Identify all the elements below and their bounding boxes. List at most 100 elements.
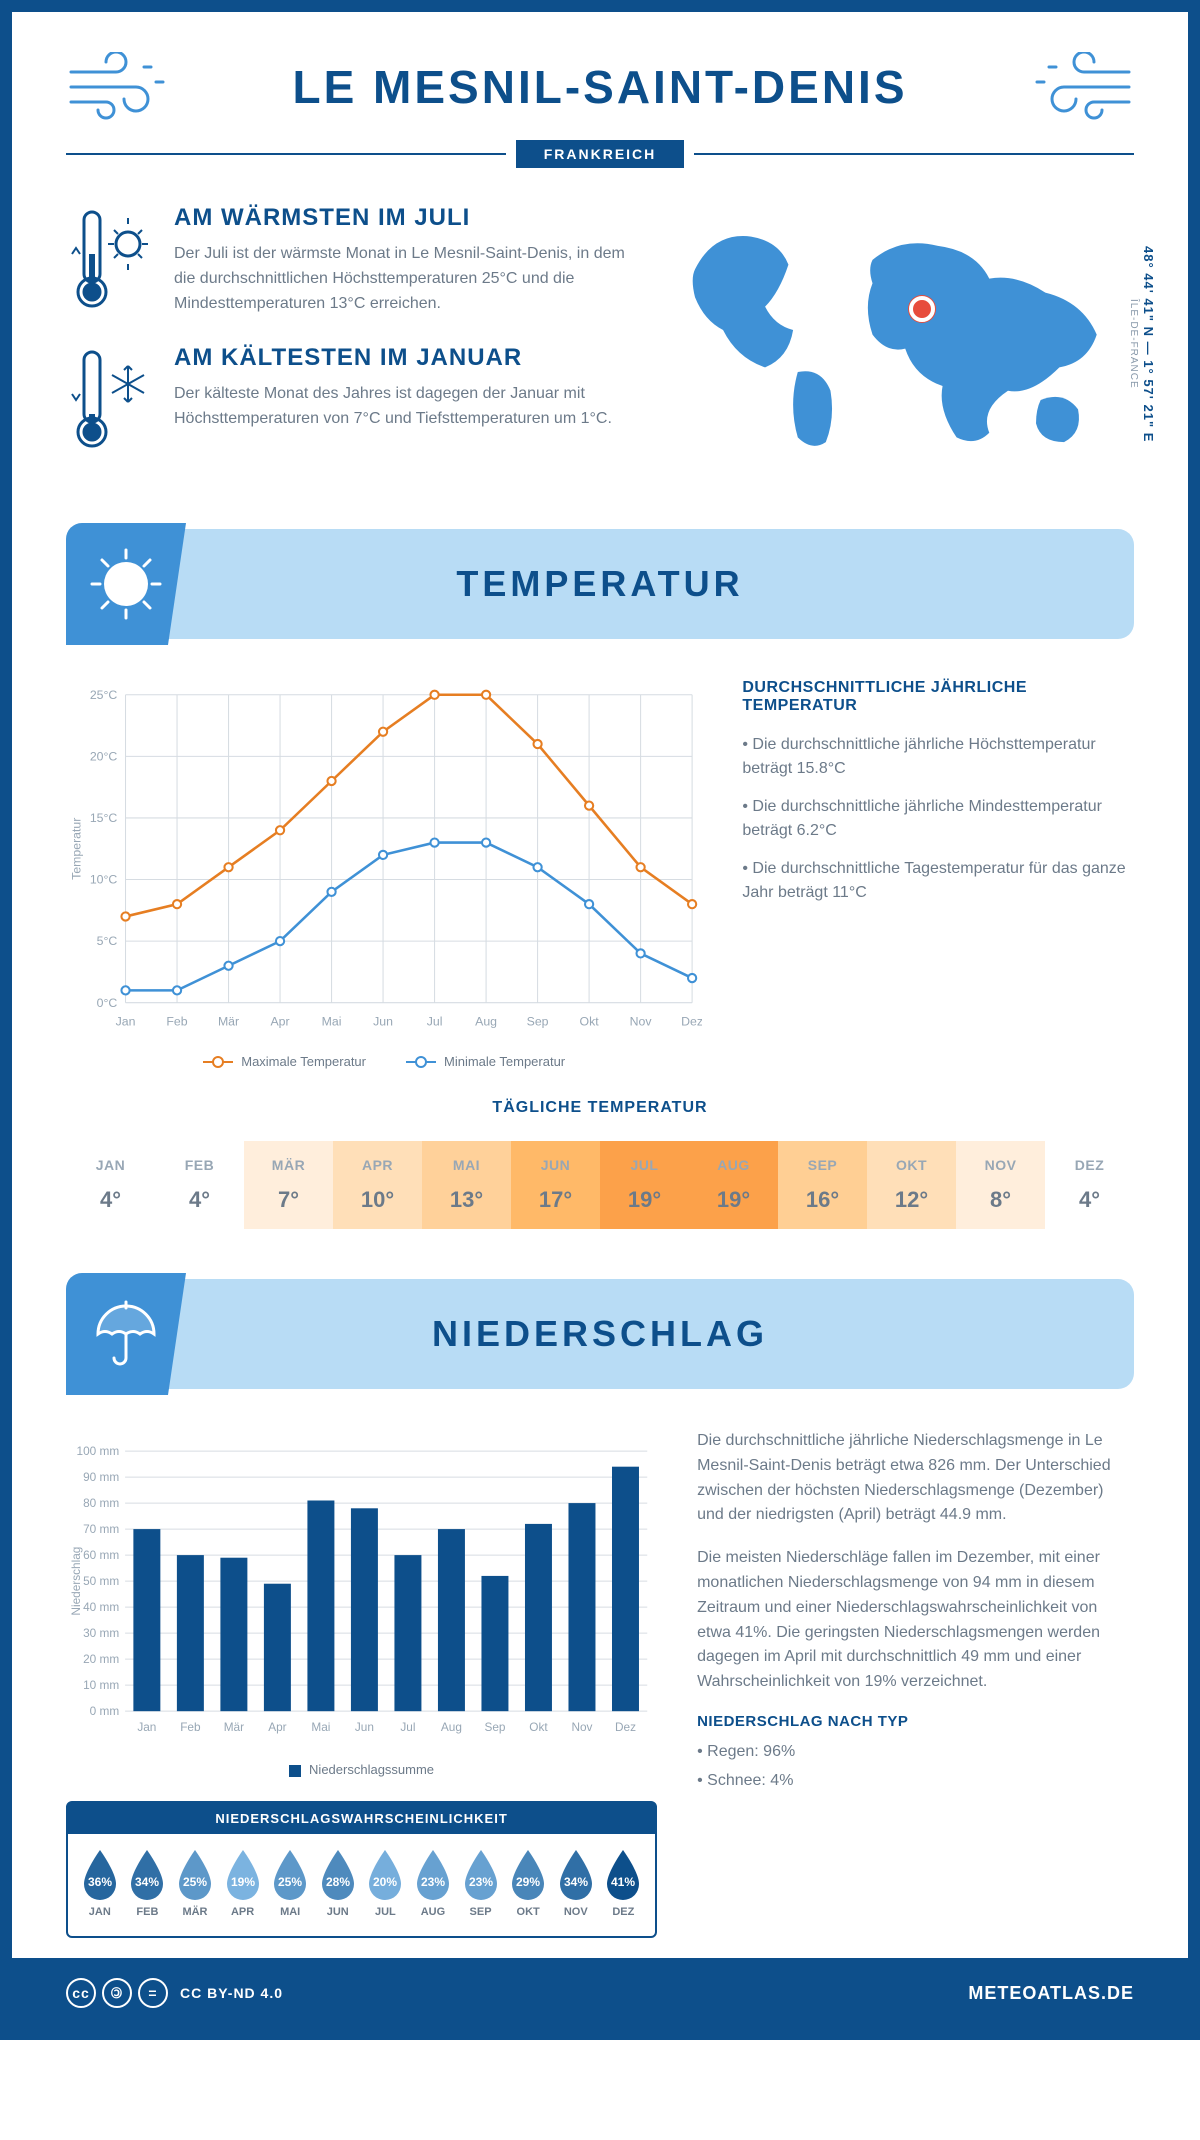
precip-legend: Niederschlagssumme bbox=[66, 1762, 657, 1777]
svg-text:Sep: Sep bbox=[527, 1014, 549, 1028]
drop-item: 41%DEZ bbox=[600, 1848, 648, 1918]
temp-cell: FEB4° bbox=[155, 1141, 244, 1229]
svg-text:Apr: Apr bbox=[270, 1014, 289, 1028]
svg-text:41%: 41% bbox=[611, 1875, 635, 1889]
temp-legend: Maximale Temperatur Minimale Temperatur bbox=[66, 1054, 702, 1069]
avg-temp-b2: • Die durchschnittliche jährliche Mindes… bbox=[742, 795, 1134, 843]
svg-text:Jan: Jan bbox=[137, 1720, 156, 1734]
svg-text:20%: 20% bbox=[373, 1875, 397, 1889]
svg-text:40 mm: 40 mm bbox=[83, 1600, 119, 1614]
svg-text:20 mm: 20 mm bbox=[83, 1652, 119, 1666]
temperature-line-chart: 0°C5°C10°C15°C20°C25°CJanFebMärAprMaiJun… bbox=[66, 679, 702, 1039]
svg-text:60 mm: 60 mm bbox=[83, 1548, 119, 1562]
svg-text:Feb: Feb bbox=[180, 1720, 201, 1734]
drop-item: 34%FEB bbox=[124, 1848, 172, 1918]
temp-cell: NOV8° bbox=[956, 1141, 1045, 1229]
header: LE MESNIL-SAINT-DENIS FRANKREICH bbox=[66, 52, 1134, 168]
svg-text:10°C: 10°C bbox=[90, 873, 118, 887]
svg-text:34%: 34% bbox=[564, 1875, 588, 1889]
svg-text:10 mm: 10 mm bbox=[83, 1678, 119, 1692]
precip-type1: • Regen: 96% bbox=[697, 1740, 1134, 1765]
site-name: METEOATLAS.DE bbox=[968, 1983, 1134, 2004]
svg-text:25%: 25% bbox=[278, 1875, 302, 1889]
sun-icon bbox=[86, 544, 166, 624]
coldest-title: AM KÄLTESTEN IM JANUAR bbox=[174, 344, 637, 372]
drop-item: 36%JAN bbox=[76, 1848, 124, 1918]
temp-cell: JAN4° bbox=[66, 1141, 155, 1229]
svg-text:Aug: Aug bbox=[475, 1014, 497, 1028]
coldest-text: Der kälteste Monat des Jahres ist dagege… bbox=[174, 382, 637, 432]
svg-text:25°C: 25°C bbox=[90, 688, 118, 702]
svg-text:30 mm: 30 mm bbox=[83, 1626, 119, 1640]
avg-temp-b1: • Die durchschnittliche jährliche Höchst… bbox=[742, 733, 1134, 781]
warmest-title: AM WÄRMSTEN IM JULI bbox=[174, 204, 637, 232]
precip-p1: Die durchschnittliche jährliche Niedersc… bbox=[697, 1429, 1134, 1528]
svg-text:23%: 23% bbox=[469, 1875, 493, 1889]
temp-cell: APR10° bbox=[333, 1141, 422, 1229]
intro-section: AM WÄRMSTEN IM JULI Der Juli ist der wär… bbox=[66, 204, 1134, 489]
svg-text:90 mm: 90 mm bbox=[83, 1470, 119, 1484]
drop-item: 25%MÄR bbox=[171, 1848, 219, 1918]
probability-box: NIEDERSCHLAGSWAHRSCHEINLICHKEIT 36%JAN34… bbox=[66, 1801, 657, 1938]
svg-text:34%: 34% bbox=[135, 1875, 159, 1889]
drop-item: 29%OKT bbox=[504, 1848, 552, 1918]
svg-text:28%: 28% bbox=[326, 1875, 350, 1889]
svg-text:Jun: Jun bbox=[355, 1720, 374, 1734]
temp-cell: OKT12° bbox=[867, 1141, 956, 1229]
coordinates: 48° 44' 41" N — 1° 57' 21" EÎLE-DE-FRANC… bbox=[1126, 204, 1156, 484]
coldest-fact: AM KÄLTESTEN IM JANUAR Der kälteste Mona… bbox=[66, 344, 637, 454]
svg-text:Apr: Apr bbox=[268, 1720, 286, 1734]
temp-cell: JUN17° bbox=[511, 1141, 600, 1229]
svg-text:Temperatur: Temperatur bbox=[69, 818, 83, 880]
svg-text:36%: 36% bbox=[88, 1875, 112, 1889]
temp-cell: JUL19° bbox=[600, 1141, 689, 1229]
section-title-temp: TEMPERATUR bbox=[456, 563, 743, 605]
svg-text:20°C: 20°C bbox=[90, 749, 118, 763]
temp-cell: SEP16° bbox=[778, 1141, 867, 1229]
wind-icon-right bbox=[1014, 52, 1134, 122]
section-title-precip: NIEDERSCHLAG bbox=[432, 1313, 768, 1355]
wind-icon-left bbox=[66, 52, 186, 122]
svg-text:Jul: Jul bbox=[427, 1014, 443, 1028]
precip-type-heading: NIEDERSCHLAG NACH TYP bbox=[697, 1713, 1134, 1730]
daily-temp-heading: TÄGLICHE TEMPERATUR bbox=[66, 1099, 1134, 1117]
drop-item: 25%MAI bbox=[266, 1848, 314, 1918]
svg-text:Mai: Mai bbox=[311, 1720, 330, 1734]
city-title: LE MESNIL-SAINT-DENIS bbox=[206, 60, 994, 114]
svg-text:50 mm: 50 mm bbox=[83, 1574, 119, 1588]
thermometer-hot-icon bbox=[66, 204, 156, 314]
svg-text:Jun: Jun bbox=[373, 1014, 393, 1028]
drop-item: 23%AUG bbox=[409, 1848, 457, 1918]
svg-text:Okt: Okt bbox=[580, 1014, 600, 1028]
temp-cell: DEZ4° bbox=[1045, 1141, 1134, 1229]
precip-banner: NIEDERSCHLAG bbox=[66, 1279, 1134, 1389]
thermometer-cold-icon bbox=[66, 344, 156, 454]
warmest-fact: AM WÄRMSTEN IM JULI Der Juli ist der wär… bbox=[66, 204, 637, 316]
svg-text:Jan: Jan bbox=[116, 1014, 136, 1028]
svg-text:5°C: 5°C bbox=[97, 934, 118, 948]
drop-item: 28%JUN bbox=[314, 1848, 362, 1918]
drop-item: 34%NOV bbox=[552, 1848, 600, 1918]
svg-text:Dez: Dez bbox=[615, 1720, 636, 1734]
avg-temp-heading: DURCHSCHNITTLICHE JÄHRLICHE TEMPERATUR bbox=[742, 679, 1134, 715]
svg-text:Feb: Feb bbox=[166, 1014, 187, 1028]
svg-text:70 mm: 70 mm bbox=[83, 1522, 119, 1536]
svg-text:Okt: Okt bbox=[529, 1720, 548, 1734]
svg-text:Dez: Dez bbox=[681, 1014, 702, 1028]
avg-temp-b3: • Die durchschnittliche Tagestemperatur … bbox=[742, 857, 1134, 905]
umbrella-icon bbox=[86, 1294, 166, 1374]
svg-text:0 mm: 0 mm bbox=[90, 1704, 120, 1718]
svg-text:100 mm: 100 mm bbox=[77, 1444, 120, 1458]
svg-text:Aug: Aug bbox=[441, 1720, 462, 1734]
svg-text:19%: 19% bbox=[231, 1875, 255, 1889]
precip-bar-chart: 0 mm10 mm20 mm30 mm40 mm50 mm60 mm70 mm8… bbox=[66, 1429, 657, 1749]
svg-text:0°C: 0°C bbox=[97, 996, 118, 1010]
world-map-icon bbox=[667, 204, 1134, 484]
svg-text:Jul: Jul bbox=[400, 1720, 415, 1734]
svg-text:Niederschlag: Niederschlag bbox=[69, 1547, 83, 1616]
svg-text:25%: 25% bbox=[183, 1875, 207, 1889]
svg-text:Mär: Mär bbox=[224, 1720, 244, 1734]
precip-type2: • Schnee: 4% bbox=[697, 1769, 1134, 1794]
svg-text:Mai: Mai bbox=[322, 1014, 342, 1028]
country-badge: FRANKREICH bbox=[516, 140, 685, 168]
